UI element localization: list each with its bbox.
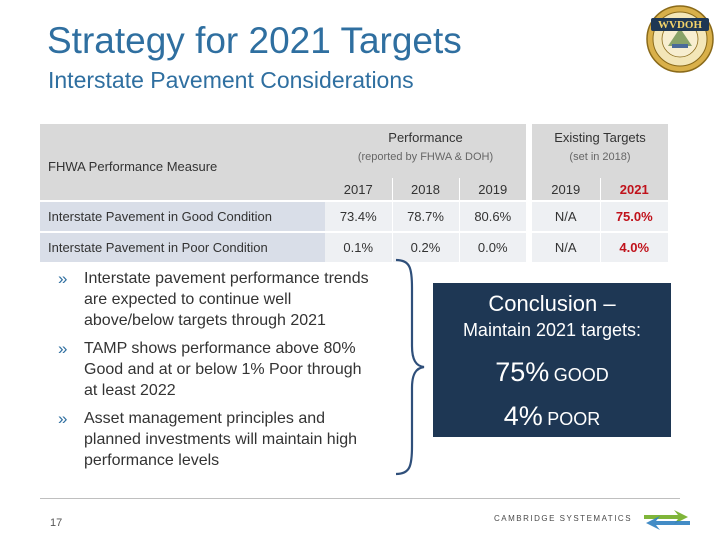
measure-header: FHWA Performance Measure (40, 124, 325, 178)
existing-targets-header: Existing Targets (554, 130, 646, 145)
right-brace-icon (395, 258, 425, 476)
target-value-2021: 75.0% (599, 200, 668, 232)
target-value: N/A (532, 200, 600, 232)
performance-group-header: Performance (325, 124, 526, 151)
slide-title: Strategy for 2021 Targets (47, 20, 462, 61)
year-header: 2017 (325, 178, 392, 201)
table-row: Interstate Pavement in Good Condition 73… (40, 200, 668, 232)
bullet-marker-icon: » (58, 269, 68, 288)
page-number: 17 (50, 517, 63, 529)
performance-value: 73.4% (325, 200, 392, 232)
poor-target: 4% POOR (433, 401, 671, 432)
year-header: 2019 (458, 178, 526, 201)
conclusion-box: Conclusion – Maintain 2021 targets: 75% … (433, 283, 671, 437)
good-target-value: 75% (495, 357, 550, 387)
target-value-2021: 4.0% (599, 231, 668, 262)
performance-header: Performance (388, 130, 463, 145)
target-year-header: 2021 (599, 178, 668, 201)
cs-arrows-icon (644, 510, 690, 530)
bullet-list: » Interstate pavement performance trends … (58, 268, 378, 478)
cambridge-systematics-logo-icon: CAMBRIDGE SYSTEMATICS (494, 508, 694, 532)
performance-value: 78.7% (391, 200, 459, 232)
poor-target-value: 4% (503, 401, 543, 431)
bullet-marker-icon: » (58, 339, 68, 358)
bullet-item: » TAMP shows performance above 80% Good a… (58, 338, 378, 401)
bullet-text: TAMP shows performance above 80% Good an… (84, 340, 362, 399)
performance-value: 0.1% (325, 231, 392, 262)
bullet-text: Asset management principles and planned … (84, 410, 358, 469)
measure-label: Interstate Pavement in Poor Condition (40, 231, 325, 262)
footer-divider (40, 498, 680, 499)
conclusion-heading: Conclusion – (488, 291, 616, 316)
performance-value: 80.6% (458, 200, 526, 232)
bullet-item: » Interstate pavement performance trends … (58, 268, 378, 331)
conclusion-subheading: Maintain 2021 targets: (462, 320, 642, 340)
bullet-marker-icon: » (58, 409, 68, 428)
target-year-header: 2019 (532, 178, 600, 201)
performance-value: 0.0% (458, 231, 526, 262)
existing-targets-subheader: (set in 2018) (569, 151, 631, 163)
performance-subheader: (reported by FHWA & DOH) (357, 151, 494, 163)
wvdoh-seal-icon: WVDOH (646, 5, 714, 73)
good-target-label: GOOD (553, 365, 609, 385)
logo-text: WVDOH (658, 19, 702, 31)
bullet-item: » Asset management principles and planned… (58, 408, 378, 471)
poor-target-label: POOR (547, 409, 601, 429)
good-target: 75% GOOD (433, 357, 671, 388)
performance-value: 0.2% (391, 231, 459, 262)
performance-table: FHWA Performance Measure Performance Exi… (40, 124, 668, 262)
existing-targets-group-header: Existing Targets (532, 124, 668, 151)
slide-subtitle: Interstate Pavement Considerations (48, 67, 414, 93)
table-row: Interstate Pavement in Poor Condition 0.… (40, 231, 668, 262)
company-name: CAMBRIDGE SYSTEMATICS (494, 514, 633, 523)
year-header-row: 2017 2018 2019 2019 2021 (40, 178, 668, 201)
measure-label: Interstate Pavement in Good Condition (40, 200, 325, 232)
bullet-text: Interstate pavement performance trends a… (84, 270, 369, 329)
year-header: 2018 (391, 178, 459, 201)
target-value: N/A (532, 231, 600, 262)
